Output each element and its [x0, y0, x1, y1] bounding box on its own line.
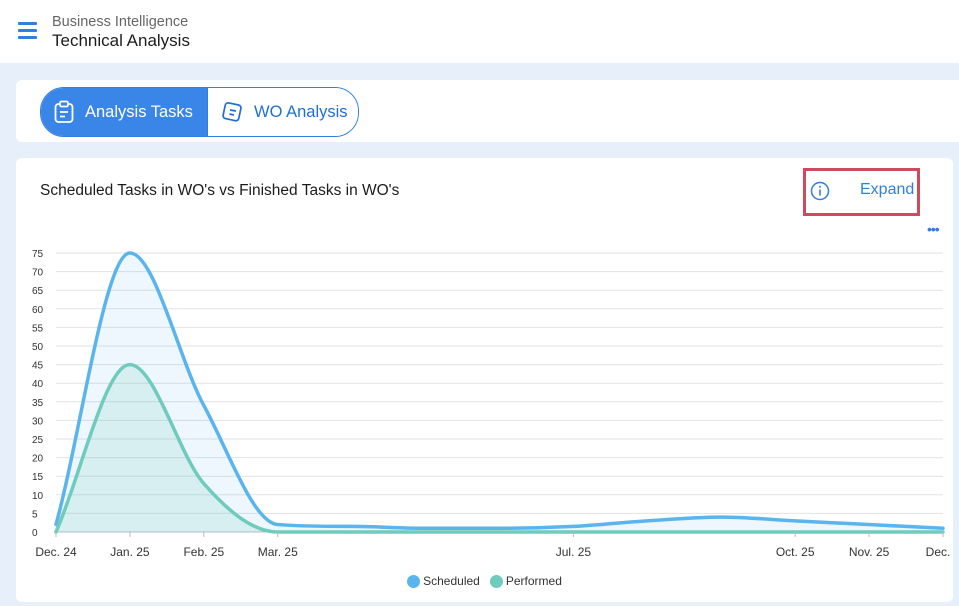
- x-tick-label: Dec. 2: [926, 545, 953, 559]
- y-tick-label: 45: [32, 361, 44, 372]
- tab-label: Analysis Tasks: [85, 102, 193, 121]
- hamburger-menu-icon[interactable]: [18, 22, 38, 40]
- highlight-box: [803, 168, 920, 216]
- info-icon[interactable]: [810, 181, 830, 201]
- y-tick-label: 30: [32, 416, 44, 427]
- breadcrumb: Business Intelligence: [52, 14, 189, 30]
- legend-item-performed[interactable]: Performed: [489, 574, 562, 588]
- series-performed-line[interactable]: [54, 362, 945, 534]
- y-tick-label: 75: [32, 249, 44, 260]
- y-tick-label: 40: [32, 379, 44, 390]
- tab-group: Analysis Tasks WO Analysis: [40, 87, 359, 137]
- expand-button[interactable]: Expand: [860, 181, 915, 198]
- legend-label: Scheduled: [423, 574, 480, 588]
- x-tick-label: Dec. 24: [35, 545, 77, 559]
- legend-dot: [489, 574, 503, 588]
- y-tick-label: 20: [32, 454, 44, 465]
- legend-dot: [407, 574, 421, 588]
- series-scheduled-area: [56, 253, 943, 532]
- series-scheduled-line[interactable]: [54, 251, 945, 531]
- x-tick-label: Jan. 25: [110, 545, 150, 559]
- x-tick-label: Feb. 25: [183, 545, 224, 559]
- y-tick-label: 35: [32, 398, 44, 409]
- y-tick-label: 15: [32, 472, 44, 483]
- page-title: Technical Analysis: [52, 31, 190, 50]
- area-chart: 0 5 10 15 20 25 30 35 40 45 50 55 60 65 70 75 Dec. 24 Ja…: [32, 249, 953, 559]
- y-tick-label: 10: [32, 491, 44, 502]
- tabs-card: Analysis Tasks WO Analysis: [16, 80, 959, 142]
- tab-label: WO Analysis: [254, 102, 348, 121]
- y-tick-label: 70: [32, 268, 44, 279]
- x-tick-label: Oct. 25: [776, 545, 815, 559]
- y-tick-label: 50: [32, 342, 44, 353]
- app-header: Business Intelligence Technical Analysis: [0, 0, 959, 63]
- more-options-icon[interactable]: •••: [927, 221, 940, 237]
- x-tick-label: Jul. 25: [556, 545, 592, 559]
- chart-card: Scheduled Tasks in WO's vs Finished Task…: [16, 158, 953, 602]
- y-tick-label: 60: [32, 305, 44, 316]
- chart-title: Scheduled Tasks in WO's vs Finished Task…: [40, 182, 400, 199]
- notes-icon: [222, 102, 242, 122]
- tab-analysis-tasks[interactable]: Analysis Tasks: [41, 88, 207, 136]
- y-tick-label: 0: [32, 528, 38, 539]
- tab-wo-analysis[interactable]: WO Analysis: [207, 88, 358, 136]
- y-tick-label: 65: [32, 286, 44, 297]
- legend-item-scheduled[interactable]: Scheduled: [407, 574, 480, 588]
- clipboard-icon: [54, 100, 74, 123]
- series-performed-area: [56, 364, 943, 532]
- y-tick-label: 25: [32, 435, 44, 446]
- y-tick-label: 5: [32, 509, 38, 520]
- y-tick-label: 55: [32, 323, 44, 334]
- x-tick-label: Mar. 25: [258, 545, 298, 559]
- legend-label: Performed: [505, 574, 562, 588]
- chart-legend: Scheduled Performed: [16, 574, 953, 588]
- x-tick-label: Nov. 25: [849, 545, 890, 559]
